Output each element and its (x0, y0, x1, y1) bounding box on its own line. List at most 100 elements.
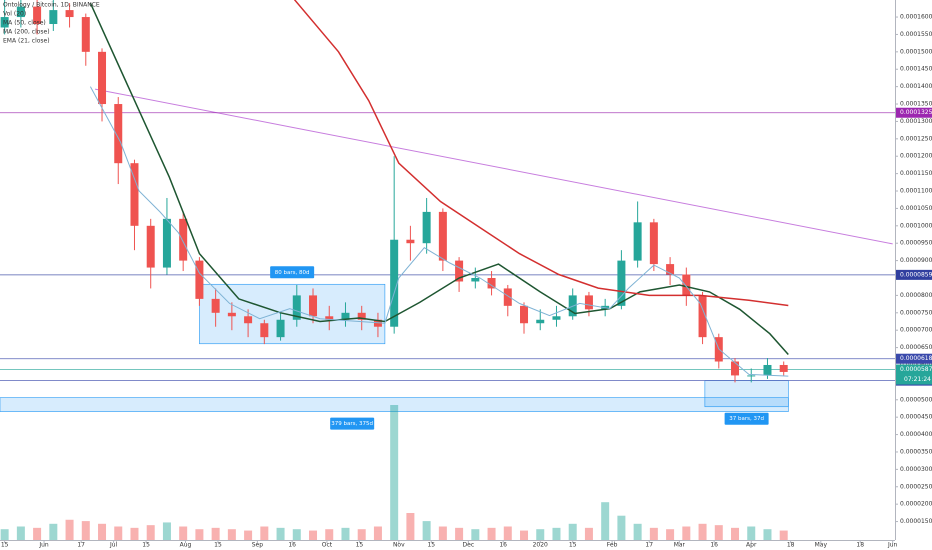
volume-bar (747, 526, 756, 540)
price-level-label: 0.0000618 (900, 355, 932, 362)
y-tick-label: 0.0001400 (900, 83, 932, 90)
candle-body (114, 104, 123, 164)
y-tick-label: 0.0000150 (900, 518, 932, 525)
y-tick-label: 0.0000950 (900, 240, 932, 247)
volume-bar (617, 515, 626, 540)
range-label-bg (724, 412, 769, 425)
volume-bar (601, 502, 610, 540)
y-tick-label: 0.0000350 (900, 448, 932, 455)
volume-bar (552, 527, 561, 540)
volume-bar (357, 529, 366, 540)
x-tick-label: 15 (1, 542, 9, 549)
price-level-tag (896, 353, 932, 364)
x-tick-label: 15 (427, 542, 435, 549)
candle-body (325, 316, 334, 320)
volume-bar (455, 527, 464, 540)
volume-bar (211, 527, 220, 540)
x-tick-label: Feb (607, 542, 618, 549)
volume-bar (65, 519, 74, 540)
candle-body (341, 312, 350, 320)
range-box (0, 397, 789, 412)
candle-body (536, 319, 545, 324)
candle-body (406, 239, 415, 244)
range-label: 80 bars, 80d (275, 270, 310, 276)
candle-body (227, 312, 236, 317)
y-tick-label: 0.0000450 (900, 414, 932, 421)
candle-body (438, 211, 447, 261)
volume-bar (309, 530, 318, 540)
candle-body (731, 361, 740, 376)
candle-body (195, 260, 204, 299)
x-tick-label: Jul (109, 542, 118, 549)
x-tick-label: Oct (322, 542, 333, 549)
candle-body (292, 295, 301, 320)
price-level-tag (896, 364, 932, 375)
candle-body (698, 295, 707, 338)
candle-body (33, 6, 42, 25)
volume-bar (649, 527, 658, 540)
x-tick-label: Aug (180, 542, 192, 549)
candle-body (649, 222, 658, 265)
volume-bar (714, 525, 723, 540)
candle-body (779, 364, 788, 372)
candle-body (763, 364, 772, 376)
x-tick-label: 18 (856, 542, 864, 549)
candle-body (552, 316, 561, 320)
candle-body (130, 163, 139, 226)
range-label-bg (330, 417, 375, 430)
y-tick-label: 0.0000750 (900, 309, 932, 316)
x-tick-label: Apr (746, 542, 757, 549)
y-tick-label: 0.0001250 (900, 135, 932, 142)
candle-body (747, 375, 756, 377)
candle-body (309, 295, 318, 317)
candle-body (471, 278, 480, 282)
x-tick-label: Jun (38, 542, 49, 549)
volume-bar (81, 521, 90, 540)
volume-bar (779, 530, 788, 540)
x-tick-label: 16 (710, 542, 718, 549)
volume-bar (49, 523, 58, 540)
volume-bar (33, 527, 42, 540)
candle-body (146, 225, 155, 268)
y-tick-label: 0.0000200 (900, 501, 932, 508)
candle-body (487, 278, 496, 289)
candle-body (260, 323, 269, 338)
ma-line (293, 0, 789, 307)
range-box (199, 283, 386, 345)
x-tick-label: 15 (569, 542, 577, 549)
volume-bar (276, 527, 285, 540)
y-tick-label: 0.0001350 (900, 101, 932, 108)
y-tick-label: 0.0001600 (900, 14, 932, 21)
x-tick-label: Jun (887, 542, 898, 549)
candle-body (422, 211, 431, 244)
range-label-bg (270, 266, 315, 279)
y-tick-label: 0.0001050 (900, 205, 932, 212)
y-tick-label: 0.0000700 (900, 327, 932, 334)
x-tick-label: 18 (787, 542, 795, 549)
y-tick-label: 0.0001100 (900, 188, 932, 195)
x-tick-label: 16 (288, 542, 296, 549)
volume-bar (520, 530, 529, 540)
y-tick-label: 0.0001200 (900, 153, 932, 160)
volume-bar (341, 527, 350, 540)
y-tick-label: 0.0001000 (900, 222, 932, 229)
candle-body (49, 10, 58, 25)
trendline (94, 88, 893, 245)
countdown-tag (896, 374, 932, 385)
ma-line (89, 86, 789, 377)
y-tick-label: 0.0000400 (900, 431, 932, 438)
volume-bar (682, 526, 691, 540)
volume-bar (731, 527, 740, 540)
volume-bar (438, 526, 447, 540)
volume-bar (471, 529, 480, 540)
x-tick-label: 2020 (533, 542, 548, 549)
y-tick-label: 0.0000650 (900, 344, 932, 351)
volume-bar (0, 529, 9, 540)
volume-bar (260, 526, 269, 540)
legend-entry: EMA (21, close) (3, 38, 50, 45)
candle-body (584, 295, 593, 310)
x-tick-label: Mar (674, 542, 686, 549)
volume-bar (763, 529, 772, 540)
volume-bar (406, 513, 415, 540)
volume-bar (568, 523, 577, 540)
